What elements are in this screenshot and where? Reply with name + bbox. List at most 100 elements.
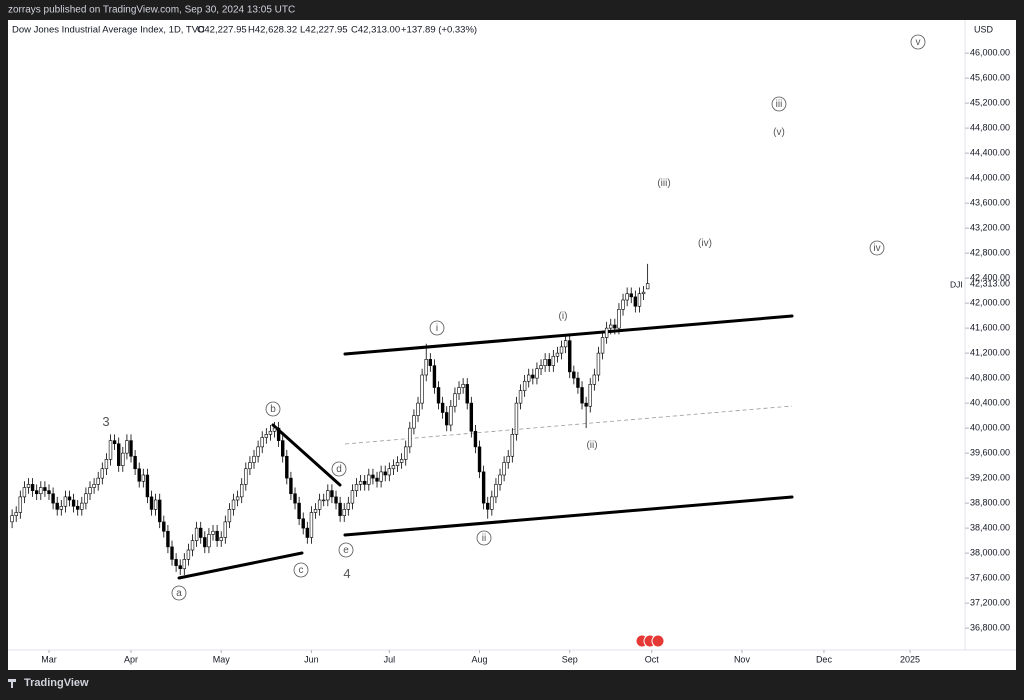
candle-body	[531, 374, 535, 379]
wave-circle	[265, 401, 281, 417]
candle-body	[572, 371, 576, 379]
candle-body	[96, 477, 100, 485]
candle-body	[104, 459, 109, 470]
candle-body	[18, 496, 23, 513]
candle-body	[22, 487, 27, 498]
candle-body	[457, 387, 461, 395]
wave-label: (v)	[773, 127, 785, 138]
candle-body	[641, 291, 646, 295]
candle-body	[322, 499, 326, 502]
candle-body	[194, 527, 199, 541]
candle-body	[387, 468, 392, 476]
candle-body	[186, 549, 191, 560]
candle-body	[469, 402, 474, 432]
logo	[8, 679, 16, 688]
candle-body	[506, 455, 510, 463]
candle-body	[371, 474, 375, 479]
candle-body	[309, 512, 314, 538]
candle-body	[252, 455, 256, 463]
candle-body	[625, 293, 629, 301]
candle-body	[559, 346, 564, 354]
candle-body	[494, 484, 498, 498]
candle-body	[518, 390, 523, 404]
candle-body	[613, 324, 617, 329]
candle-body	[416, 402, 420, 416]
candle-body	[76, 505, 80, 510]
candle-body	[240, 484, 244, 498]
candle-body	[182, 559, 187, 570]
candle-body	[383, 471, 387, 476]
change: +137.89 (+0.33%)	[401, 25, 477, 36]
candle-body	[203, 537, 207, 548]
candle-body	[600, 337, 605, 354]
x-tick-label: Mar	[41, 654, 57, 664]
candle-body	[379, 471, 383, 482]
candle-body	[375, 477, 379, 482]
candle-body	[84, 493, 88, 504]
candle-body	[395, 462, 400, 466]
candle-body	[112, 440, 117, 445]
candle-body	[199, 527, 203, 538]
legend: Dow Jones Industrial Average Index, 1D, …	[12, 25, 477, 36]
candle-body	[289, 477, 293, 495]
candle-body	[481, 471, 486, 504]
x-tick-label: Oct	[645, 654, 660, 664]
wave-circle	[331, 461, 347, 477]
wave-label: (iii)	[657, 178, 670, 189]
candle-body	[166, 530, 170, 548]
candle-body	[207, 534, 211, 548]
y-tick-label: 40,400.00	[970, 398, 1010, 408]
candle-body	[174, 559, 178, 566]
candle-body	[88, 487, 92, 495]
wave-label: a	[176, 588, 182, 599]
candle-body	[244, 468, 248, 485]
candle-body	[285, 455, 289, 479]
candle-body	[588, 384, 592, 407]
event-flags	[635, 634, 665, 648]
candle-body	[609, 324, 613, 329]
wave-label: i	[436, 323, 438, 334]
candle-body	[436, 387, 441, 404]
candle-body	[363, 480, 367, 485]
candle-body	[338, 502, 342, 516]
wave-circle	[429, 320, 445, 336]
last-price: 42,313.00	[970, 278, 1010, 288]
candle-body	[133, 455, 137, 470]
candle-body	[350, 490, 355, 504]
wave-circle	[869, 240, 885, 256]
channel-mid	[344, 405, 793, 445]
candle-body	[227, 509, 232, 523]
candle-body	[235, 496, 240, 501]
x-tick-label: Apr	[124, 654, 138, 664]
wave-label: (i)	[559, 311, 568, 322]
wave-label: 4	[343, 566, 350, 581]
candle-body	[231, 499, 236, 510]
candle-body	[223, 521, 228, 538]
ohlc-high: H42,628.32	[248, 25, 297, 36]
y-tick-label: 39,200.00	[970, 473, 1010, 483]
candle-body	[629, 293, 633, 298]
candle-body	[26, 484, 31, 488]
wave-circle	[476, 530, 492, 546]
candle-body	[117, 443, 121, 466]
wave-label: (iv)	[698, 238, 712, 249]
candle-body	[47, 490, 51, 495]
candle-body	[522, 380, 527, 391]
ohlc-low: L42,227.95	[300, 25, 348, 36]
candle-body	[412, 415, 416, 429]
y-tick-label: 42,400.00	[970, 273, 1010, 283]
y-tick-label: 42,000.00	[970, 298, 1010, 308]
ticker: DJI	[950, 279, 963, 289]
wave-label: 3	[102, 414, 109, 429]
candle-body	[604, 327, 609, 338]
wave-label: e	[343, 545, 349, 556]
ohlc-close: C42,313.00	[351, 25, 400, 36]
wave-label: iv	[873, 243, 880, 254]
candles	[10, 263, 650, 575]
candle-body	[67, 496, 72, 501]
channel-bottom	[343, 495, 794, 537]
candle-body	[555, 352, 560, 357]
channel-top	[343, 314, 794, 356]
candle-body	[10, 515, 14, 523]
